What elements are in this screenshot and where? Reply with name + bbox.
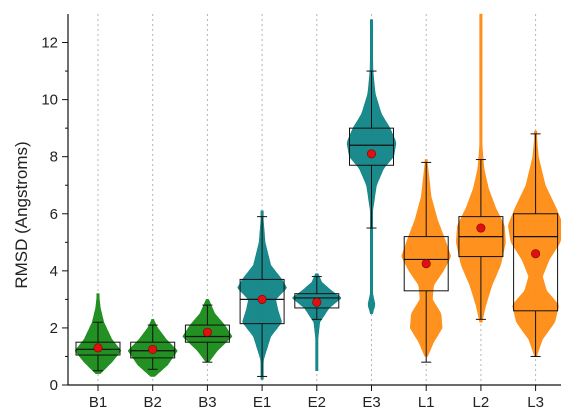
y-tick-label: 10: [41, 92, 58, 109]
mean-point: [531, 249, 541, 259]
y-tick-label: 2: [50, 320, 58, 337]
mean-point: [148, 344, 158, 354]
y-tick-label: 4: [50, 263, 58, 280]
mean-point: [202, 327, 212, 337]
mean-point: [366, 149, 376, 159]
y-axis-title: RMSD (Angstroms): [12, 141, 31, 288]
x-tick-label: E1: [253, 394, 271, 410]
mean-point: [476, 223, 486, 233]
mean-point: [93, 343, 103, 353]
x-tick-label: E2: [308, 394, 326, 410]
iqr-box: [294, 293, 340, 309]
iqr-box: [403, 236, 449, 292]
y-tick-label: 8: [50, 149, 58, 166]
violin: [401, 159, 451, 357]
x-tick-label: B3: [198, 394, 216, 410]
violin-layer: [74, 13, 561, 380]
x-tick-label: B2: [144, 394, 162, 410]
x-tick-label: L1: [418, 394, 435, 410]
mean-point: [421, 259, 431, 269]
x-tick-label: L3: [527, 394, 544, 410]
y-tick-label: 6: [50, 206, 58, 223]
iqr-box: [130, 341, 176, 359]
iqr-box: [513, 213, 559, 312]
box-layer: [75, 70, 559, 377]
mean-point: [257, 294, 267, 304]
axis-layer: 0 2 4 6 8 10 12 B1 B2 B3 E1 E2 E3 L1 L2 L3: [41, 14, 561, 410]
iqr-box: [239, 278, 285, 325]
iqr-box: [184, 324, 230, 343]
x-tick-label: L2: [473, 394, 490, 410]
iqr-box: [349, 127, 394, 166]
x-tick-label: E3: [362, 394, 380, 410]
mean-point: [312, 297, 322, 307]
violin: [508, 130, 561, 357]
iqr-box: [75, 341, 121, 356]
y-tick-label: 12: [41, 35, 58, 52]
x-tick-label: B1: [89, 394, 107, 410]
y-tick-label: 0: [50, 377, 58, 394]
